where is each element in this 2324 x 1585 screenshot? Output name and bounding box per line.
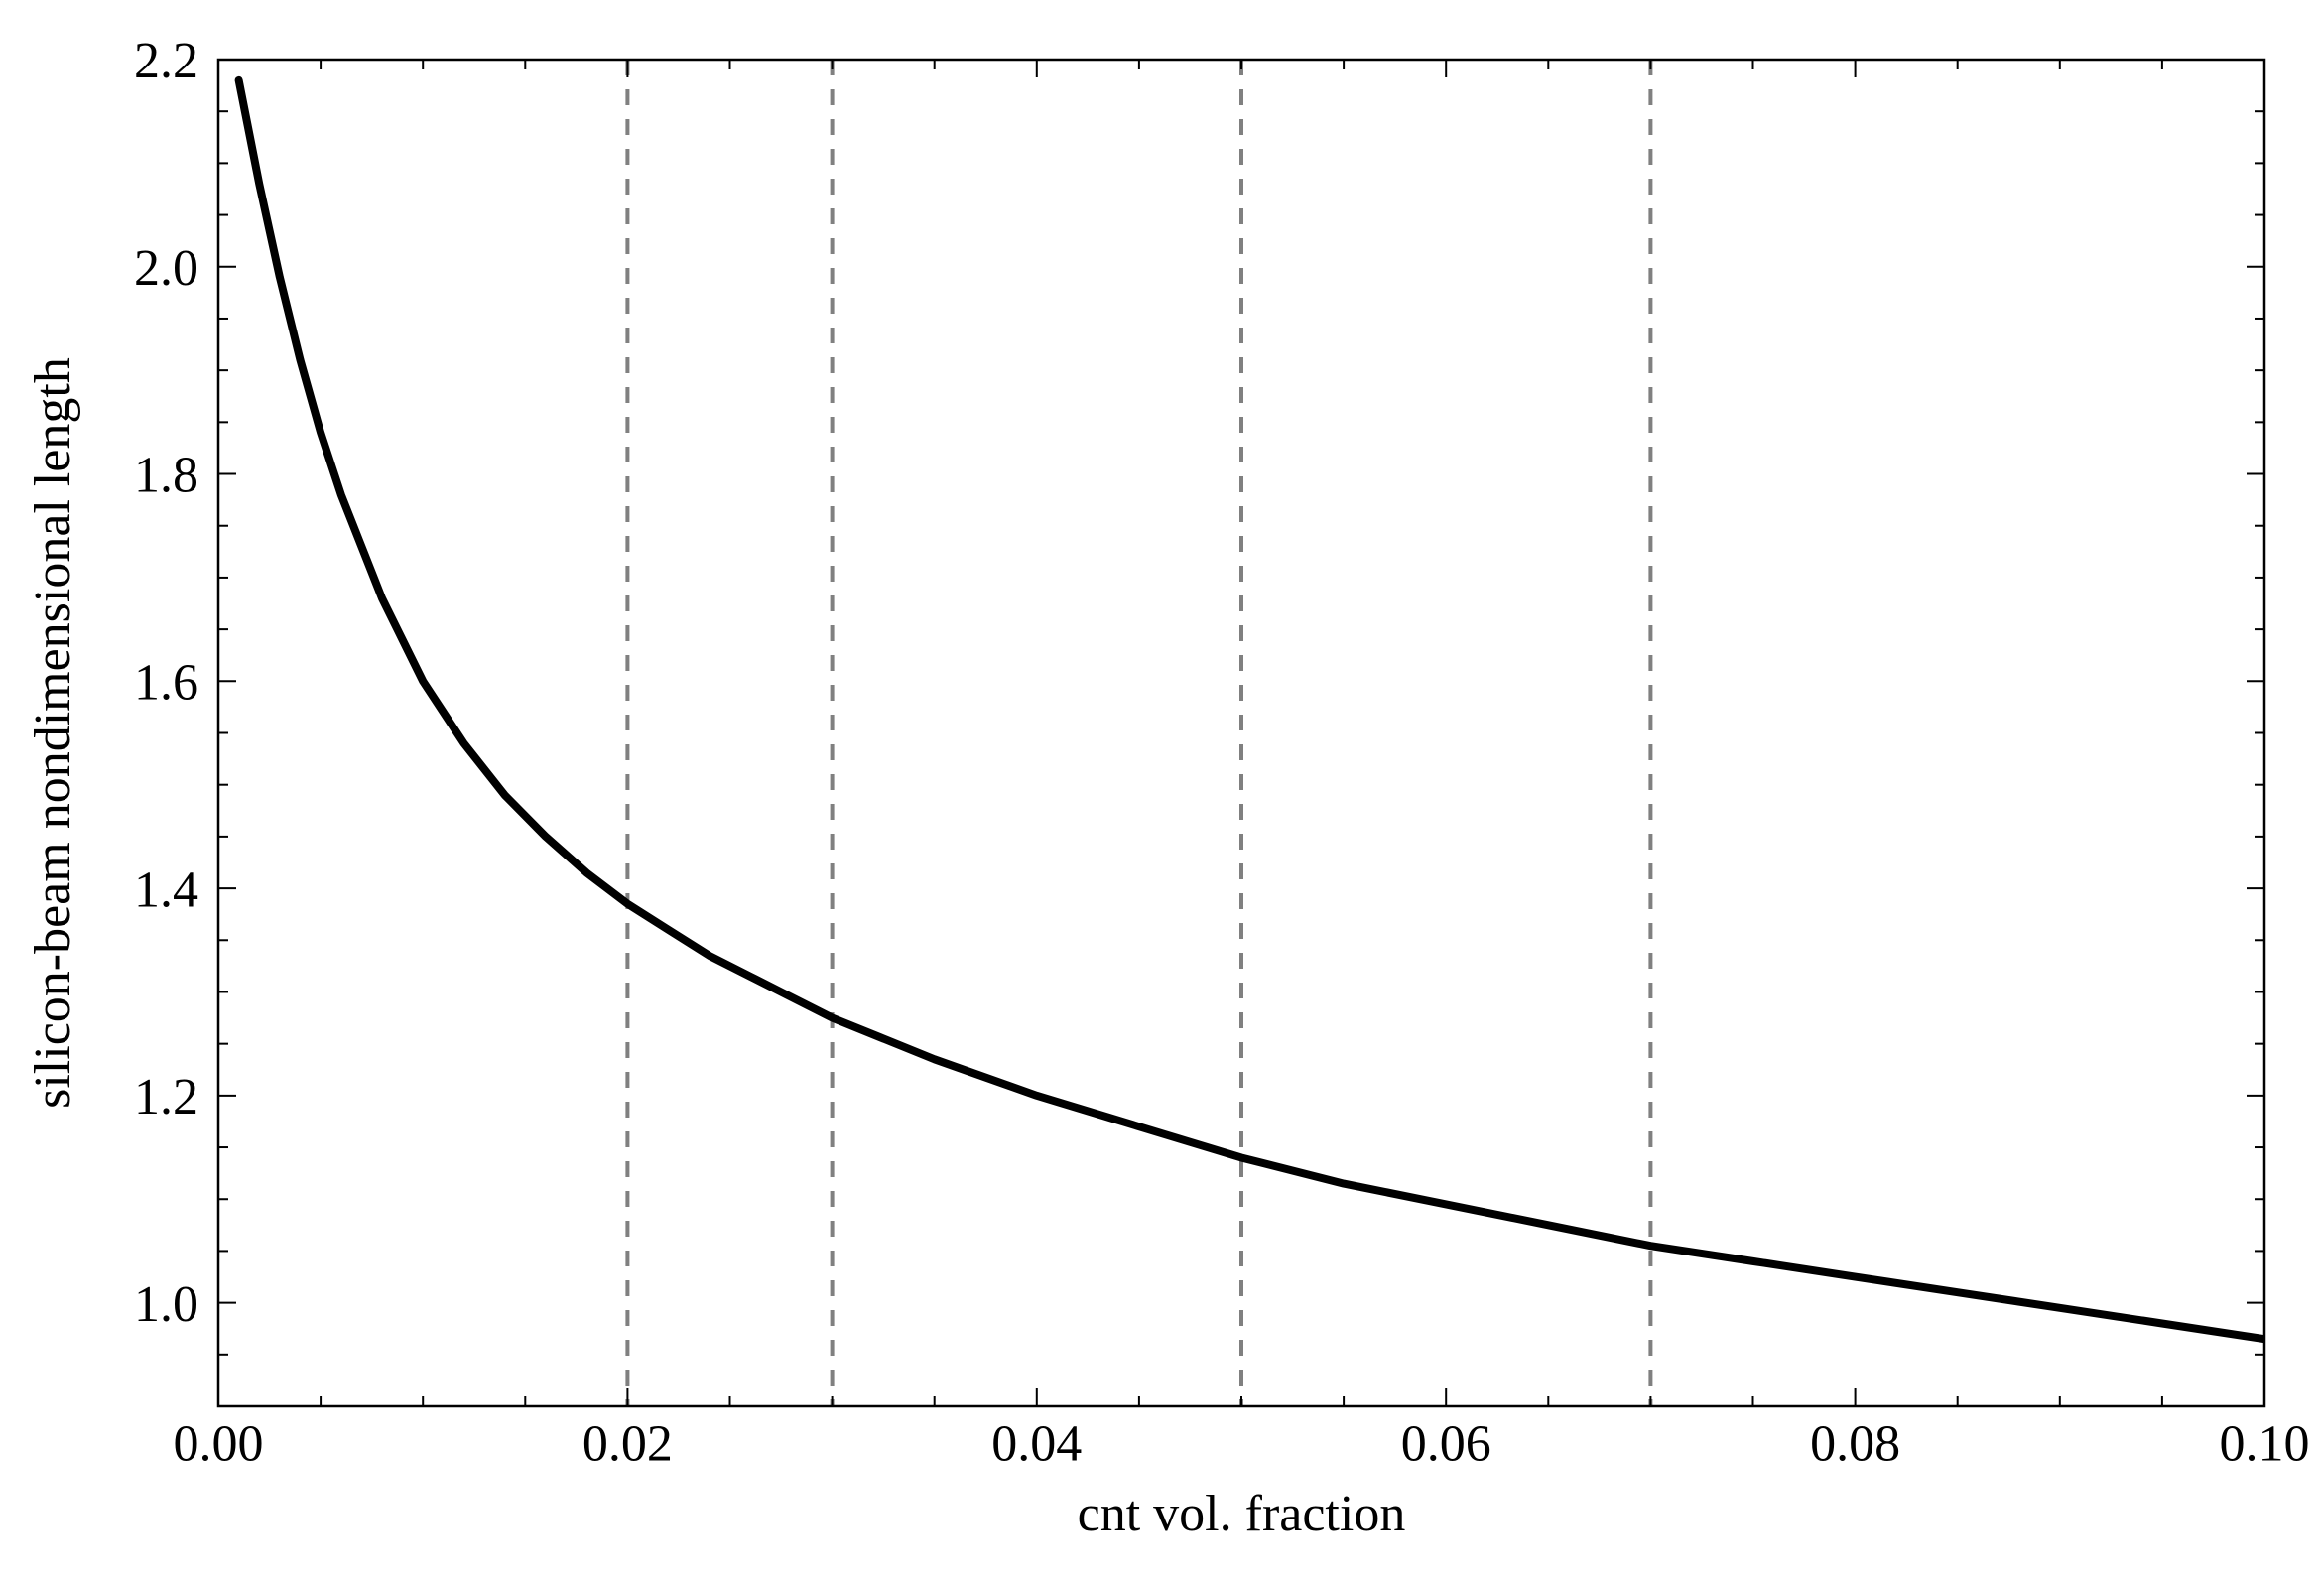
x-tick-label: 0.04 xyxy=(991,1416,1082,1473)
x-tick-label: 0.00 xyxy=(174,1416,264,1473)
y-tick-label: 1.4 xyxy=(134,861,198,918)
y-tick-label: 1.0 xyxy=(134,1276,198,1333)
x-tick-label: 0.02 xyxy=(582,1416,673,1473)
x-tick-label: 0.10 xyxy=(2220,1416,2310,1473)
y-tick-label: 1.8 xyxy=(134,448,198,504)
data-curve xyxy=(239,80,2264,1339)
y-tick-label: 1.6 xyxy=(134,655,198,712)
y-axis-label: silicon-beam nondimensional length xyxy=(25,357,81,1109)
x-axis-label: cnt vol. fraction xyxy=(1078,1486,1406,1542)
chart-container: 0.00 0.02 0.04 0.06 0.08 0.10 1.0 1.2 1.4 1.6 1.8 2… xyxy=(0,0,2324,1585)
y-tick-label: 1.2 xyxy=(134,1069,198,1125)
y-tick-label: 2.2 xyxy=(134,33,198,89)
line-chart: 0.00 0.02 0.04 0.06 0.08 0.10 1.0 1.2 1.4 1.6 1.8 2… xyxy=(0,0,2324,1585)
x-tick-label: 0.08 xyxy=(1810,1416,1900,1473)
x-tick-label: 0.06 xyxy=(1401,1416,1491,1473)
y-tick-label: 2.0 xyxy=(134,240,198,297)
